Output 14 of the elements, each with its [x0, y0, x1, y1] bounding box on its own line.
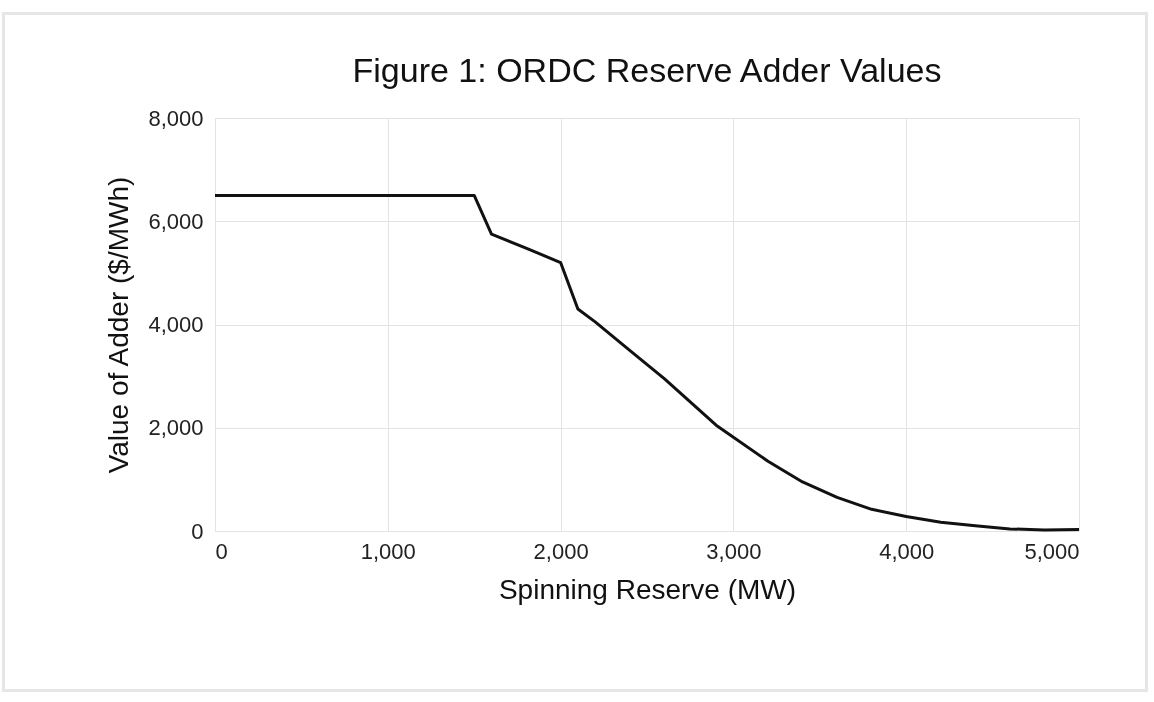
y-tick-label: 4,000: [148, 312, 204, 337]
y-tick-label: 2,000: [148, 415, 204, 441]
x-tick-label: 4,000: [879, 538, 935, 564]
x-tick-label: 3,000: [706, 538, 762, 564]
y-axis-title: Value of Adder ($/MWh): [103, 176, 135, 474]
chart-title: Figure 1: ORDC Reserve Adder Values: [352, 51, 942, 89]
x-tick-label: 1,000: [360, 538, 416, 564]
y-tick-label: 8,000: [148, 105, 204, 131]
y-tick-label: 6,000: [148, 208, 204, 234]
x-tick-label: 5,000: [1024, 538, 1080, 564]
x-axis-title: Spinning Reserve (MW): [498, 573, 797, 605]
x-tick-label: 2,000: [533, 538, 589, 564]
y-tick-label: 0: [191, 518, 204, 544]
x-tick-label: 0: [215, 538, 228, 564]
